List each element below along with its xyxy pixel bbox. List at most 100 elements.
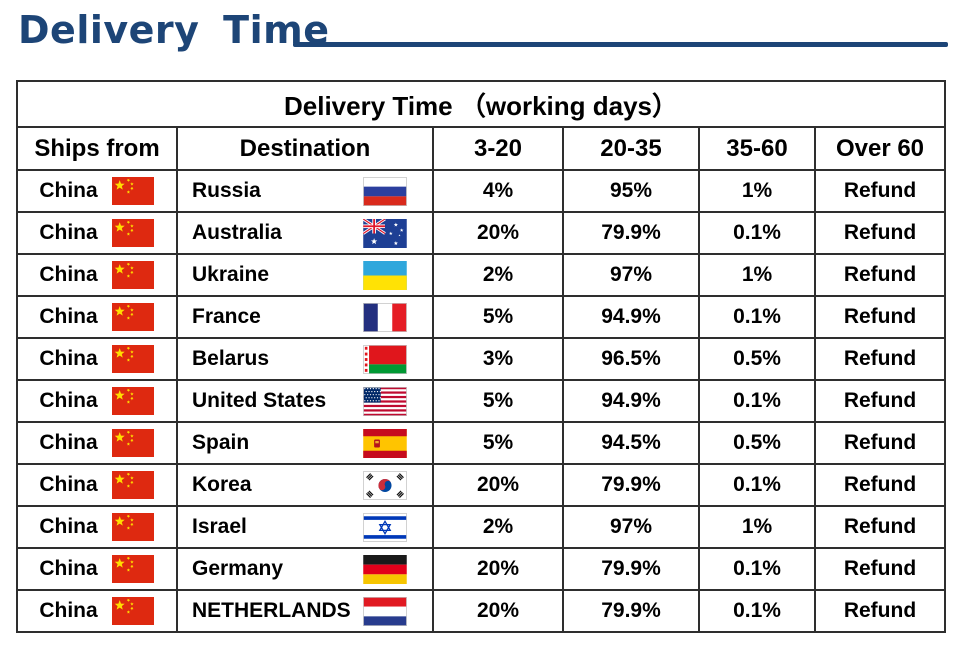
table-row: China Korea 20% 79.9% 0.1% Refund: [16, 463, 946, 507]
value-35-60: 0.1%: [698, 211, 816, 255]
ukraine-flag-icon: [362, 260, 408, 290]
page-header: Delivery Time: [0, 0, 960, 76]
china-flag-icon: [111, 555, 155, 583]
column-header-over-60: Over 60: [814, 126, 946, 171]
destination-label: France: [192, 305, 261, 328]
destination-label: Korea: [192, 473, 252, 496]
value-35-60: 1%: [698, 505, 816, 549]
table-row: China Ukraine 2% 97% 1% Refund: [16, 253, 946, 297]
destination-cell: Ukraine: [176, 253, 434, 297]
table-row: China Germany 20% 79.9% 0.1% Refund: [16, 547, 946, 591]
column-header-3-20: 3-20: [432, 126, 564, 171]
russia-flag-icon: [362, 176, 408, 206]
ships-from-cell: China: [16, 337, 178, 381]
destination-cell: France: [176, 295, 434, 339]
germany-flag-icon: [362, 554, 408, 584]
ships-from-label: China: [39, 431, 98, 454]
value-20-35: 94.9%: [562, 379, 700, 423]
table-row: China France 5% 94.9% 0.1% Refund: [16, 295, 946, 339]
ships-from-label: China: [39, 473, 98, 496]
china-flag-icon: [111, 303, 155, 331]
destination-label: Israel: [192, 515, 247, 538]
table-caption-row: Delivery Time （working days）: [16, 80, 946, 128]
value-35-60: 1%: [698, 169, 816, 213]
destination-label: Ukraine: [192, 263, 270, 286]
value-over-60: Refund: [814, 505, 946, 549]
value-over-60: Refund: [814, 169, 946, 213]
value-3-20: 5%: [432, 421, 564, 465]
destination-cell: Germany: [176, 547, 434, 591]
ships-from-cell: China: [16, 379, 178, 423]
korea-flag-icon: [362, 470, 408, 500]
value-20-35: 79.9%: [562, 211, 700, 255]
table-row: China Australia 20% 79.9% 0.1% Refund: [16, 211, 946, 255]
value-3-20: 5%: [432, 379, 564, 423]
value-3-20: 20%: [432, 547, 564, 591]
value-over-60: Refund: [814, 337, 946, 381]
value-35-60: 0.1%: [698, 547, 816, 591]
value-over-60: Refund: [814, 211, 946, 255]
ships-from-cell: China: [16, 295, 178, 339]
france-flag-icon: [362, 302, 408, 332]
table-row: China NETHERLANDS 20% 79.9% 0.1% Refund: [16, 589, 946, 633]
value-35-60: 0.1%: [698, 589, 816, 633]
china-flag-icon: [111, 387, 155, 415]
value-20-35: 97%: [562, 505, 700, 549]
value-35-60: 0.1%: [698, 295, 816, 339]
destination-label: Russia: [192, 179, 261, 202]
destination-label: Germany: [192, 557, 284, 580]
ships-from-label: China: [39, 347, 98, 370]
ships-from-label: China: [39, 599, 98, 622]
value-3-20: 20%: [432, 211, 564, 255]
destination-label: Belarus: [192, 347, 270, 370]
value-20-35: 79.9%: [562, 463, 700, 507]
destination-cell: United States: [176, 379, 434, 423]
destination-label: Australia: [192, 221, 282, 244]
destination-cell: NETHERLANDS: [176, 589, 434, 633]
value-20-35: 96.5%: [562, 337, 700, 381]
value-20-35: 79.9%: [562, 547, 700, 591]
belarus-flag-icon: [362, 344, 408, 374]
spain-flag-icon: [362, 428, 408, 458]
value-35-60: 0.5%: [698, 421, 816, 465]
column-header-20-35: 20-35: [562, 126, 700, 171]
destination-cell: Belarus: [176, 337, 434, 381]
column-header-ships-from: Ships from: [16, 126, 178, 171]
table-row: China Spain 5% 94.5% 0.5% Refund: [16, 421, 946, 465]
delivery-time-table: Delivery Time （working days） Ships from …: [16, 80, 946, 633]
column-header-35-60: 35-60: [698, 126, 816, 171]
china-flag-icon: [111, 345, 155, 373]
destination-cell: Spain: [176, 421, 434, 465]
ships-from-label: China: [39, 263, 98, 286]
value-3-20: 2%: [432, 253, 564, 297]
ships-from-cell: China: [16, 547, 178, 591]
table-header-row: Ships from Destination 3-20 20-35 35-60 …: [16, 126, 946, 171]
value-over-60: Refund: [814, 589, 946, 633]
value-3-20: 3%: [432, 337, 564, 381]
ships-from-label: China: [39, 305, 98, 328]
value-3-20: 4%: [432, 169, 564, 213]
destination-label: NETHERLANDS: [192, 599, 351, 622]
value-over-60: Refund: [814, 421, 946, 465]
ships-from-cell: China: [16, 505, 178, 549]
ships-from-cell: China: [16, 463, 178, 507]
usa-flag-icon: [362, 386, 408, 416]
destination-cell: Australia: [176, 211, 434, 255]
value-over-60: Refund: [814, 547, 946, 591]
table-row: China Belarus 3% 96.5% 0.5% Refund: [16, 337, 946, 381]
ships-from-label: China: [39, 515, 98, 538]
value-3-20: 20%: [432, 589, 564, 633]
ships-from-cell: China: [16, 211, 178, 255]
value-35-60: 0.1%: [698, 379, 816, 423]
value-over-60: Refund: [814, 295, 946, 339]
ships-from-label: China: [39, 389, 98, 412]
israel-flag-icon: [362, 512, 408, 542]
value-20-35: 79.9%: [562, 589, 700, 633]
china-flag-icon: [111, 177, 155, 205]
table-body: China Russia 4% 95% 1% Refund China Aust…: [16, 169, 946, 633]
value-20-35: 94.9%: [562, 295, 700, 339]
value-20-35: 95%: [562, 169, 700, 213]
destination-label: United States: [192, 389, 327, 412]
china-flag-icon: [111, 219, 155, 247]
ships-from-label: China: [39, 221, 98, 244]
